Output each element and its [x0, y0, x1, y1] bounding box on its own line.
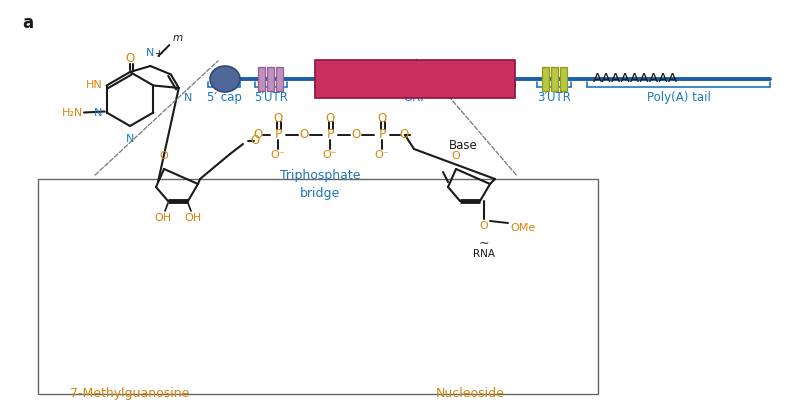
Text: 5′ cap: 5′ cap — [207, 91, 241, 104]
Bar — [258, 67, 265, 91]
Bar — [276, 67, 283, 91]
Text: +: + — [155, 49, 164, 59]
Text: N: N — [95, 108, 103, 117]
Text: P: P — [326, 128, 334, 142]
Text: Poly(A) tail: Poly(A) tail — [646, 91, 711, 104]
Text: O: O — [250, 135, 260, 148]
Text: H₂N: H₂N — [62, 108, 83, 117]
Text: O: O — [452, 151, 460, 161]
Text: ORF: ORF — [403, 91, 427, 104]
Text: 7-Methylguanosine: 7-Methylguanosine — [71, 387, 190, 400]
Text: OH: OH — [155, 213, 172, 223]
Text: O: O — [480, 221, 488, 231]
Text: O: O — [399, 128, 409, 142]
Text: 5′UTR: 5′UTR — [254, 91, 288, 104]
Ellipse shape — [210, 66, 240, 92]
Text: Base: Base — [448, 139, 477, 152]
Text: O⁻: O⁻ — [271, 150, 286, 160]
Bar — [560, 67, 567, 91]
Text: O: O — [125, 52, 135, 65]
Text: O: O — [299, 128, 309, 142]
Text: m: m — [172, 33, 183, 43]
Text: Triphosphate
bridge: Triphosphate bridge — [280, 169, 360, 200]
Text: a: a — [22, 14, 33, 32]
Text: O: O — [378, 112, 387, 126]
Text: N: N — [146, 48, 155, 58]
Text: Nucleoside: Nucleoside — [435, 387, 504, 400]
Text: O⁻: O⁻ — [375, 150, 389, 160]
Bar — [267, 67, 274, 91]
Text: O: O — [351, 128, 361, 142]
Text: OMe: OMe — [510, 223, 535, 233]
Bar — [38, 179, 598, 394]
Bar — [551, 67, 558, 91]
Text: 3′UTR: 3′UTR — [537, 91, 571, 104]
Text: AAAAAAAAA: AAAAAAAAA — [593, 72, 678, 85]
Bar — [315, 60, 515, 98]
Text: O: O — [253, 128, 262, 142]
Text: OH: OH — [184, 213, 201, 223]
Text: O: O — [326, 112, 334, 126]
Text: O⁻: O⁻ — [322, 150, 338, 160]
Text: O: O — [160, 151, 168, 161]
Bar — [542, 67, 549, 91]
Text: N: N — [184, 93, 192, 103]
Text: P: P — [274, 128, 282, 142]
Text: N: N — [126, 134, 134, 144]
Text: ~: ~ — [479, 237, 489, 250]
Text: O: O — [273, 112, 282, 126]
Text: P: P — [379, 128, 386, 142]
Text: HN: HN — [86, 81, 103, 90]
Text: RNA: RNA — [473, 249, 495, 259]
